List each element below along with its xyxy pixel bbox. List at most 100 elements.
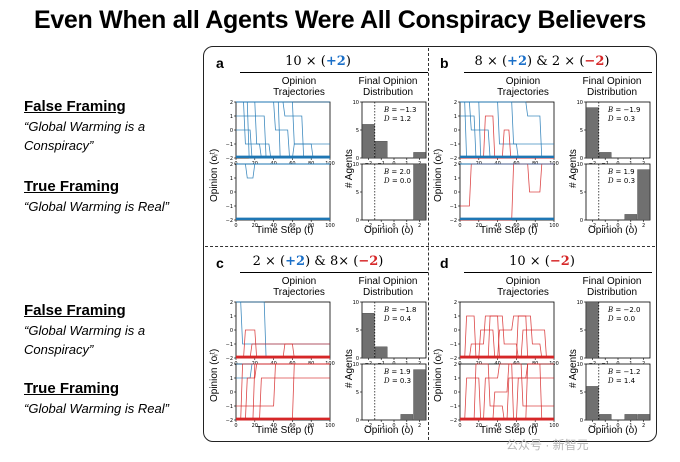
x-tick-label: 20: [252, 423, 258, 429]
y-tick-label: 0: [454, 128, 457, 134]
panel-title: 8 × (+2) & 2 × (−2): [430, 54, 654, 69]
histogram-bar: [374, 346, 388, 359]
hist-y-tick-label: 5: [356, 328, 359, 334]
hist-y-tick-label: 10: [577, 300, 583, 306]
hist-x-tick-label: 0: [616, 423, 619, 429]
x-tick-label: 100: [325, 223, 335, 229]
y-tick-label: 0: [230, 128, 233, 134]
histogram-x-axis-label: Opinion (o): [588, 425, 638, 436]
y-tick-label: 1: [230, 114, 233, 120]
panel-title-part: ): [569, 254, 575, 269]
hist-x-tick-label: 1: [405, 223, 408, 229]
hist-x-tick-label: −1: [602, 423, 609, 429]
y-tick-label: 0: [454, 390, 457, 396]
x-tick-label: 40: [270, 223, 276, 229]
figure-frame: [203, 46, 657, 442]
hist-y-tick-label: 10: [577, 162, 583, 168]
hist-x-tick-label: 1: [629, 223, 632, 229]
y-tick-label: 2: [454, 100, 457, 106]
histogram-x-axis-label: Opinion (o): [588, 225, 638, 236]
hist-y-tick-label: 5: [580, 128, 583, 134]
hist-x-tick-label: 2: [418, 423, 421, 429]
framing-heading: True Framing: [24, 178, 120, 195]
y-tick-label: 1: [454, 314, 457, 320]
hist-x-tick-label: −2: [365, 223, 372, 229]
y-tick-label: 1: [454, 114, 457, 120]
trajectory-x-axis-label: Time Step (t): [480, 425, 538, 436]
opinion-trajectory: [460, 101, 554, 145]
x-tick-label: 80: [308, 223, 314, 229]
hist-y-tick-label: 0: [580, 156, 583, 162]
y-tick-label: −2: [450, 356, 457, 362]
distribution-label: Final Opinion Distribution: [582, 76, 642, 98]
histogram-bar: [637, 169, 650, 221]
histogram-bar: [586, 107, 599, 159]
y-tick-label: 2: [230, 100, 233, 106]
framing-heading: True Framing: [24, 380, 120, 397]
x-tick-label: 60: [513, 223, 519, 229]
panel-title-rule: [240, 272, 428, 273]
hist-y-tick-label: 5: [580, 390, 583, 396]
hist-y-tick-label: 0: [580, 356, 583, 362]
hist-x-tick-label: 1: [629, 423, 632, 429]
trajectories-label: Opinion Trajectories: [273, 76, 325, 98]
histogram-true-framing: 0 5 10 −2 −1 0 1 2 B = 1.9D = 0.3: [353, 362, 427, 429]
y-tick-label: −1: [226, 342, 233, 348]
y-tick-label: −2: [226, 156, 233, 162]
y-tick-label: −1: [226, 204, 233, 210]
stat-B: B = −1.8: [383, 306, 416, 314]
panel-d: d 10 × (−2) Opinion Trajectories Final Opin…: [430, 250, 654, 444]
histogram-bar: [400, 414, 414, 421]
page-title: Even When all Agents Were All Conspiracy…: [33, 6, 647, 34]
histogram-true-framing: 0 5 10 −2 −1 0 1 2 B = 1.9D = 0.3: [577, 162, 651, 229]
distribution-label: Final Opinion Distribution: [358, 76, 418, 98]
hist-x-tick-label: 0: [392, 423, 395, 429]
y-tick-label: −1: [450, 342, 457, 348]
framing-heading: False Framing: [24, 98, 126, 115]
histogram-bar: [586, 386, 599, 421]
panel-title-rule: [464, 272, 652, 273]
y-tick-label: −1: [226, 404, 233, 410]
x-tick-label: 0: [458, 423, 461, 429]
framing-label-3: False Framing “Global Warming is a Consp…: [24, 302, 199, 359]
y-tick-label: −1: [226, 142, 233, 148]
framing-label-4: True Framing “Global Warming is Real”: [24, 380, 204, 418]
panel-title-part: −2: [358, 254, 379, 269]
panel-title-part: ) & 2 × (: [527, 54, 585, 69]
panel-title-part: 8 × (: [474, 54, 508, 69]
opinion-trajectory: [460, 363, 554, 421]
framing-quote: “Global Warming is a Conspiracy”: [24, 323, 146, 357]
framing-quote: “Global Warming is Real”: [24, 401, 169, 416]
panel-letter: d: [440, 255, 449, 271]
histogram-bar: [413, 152, 426, 159]
histogram-bar: [413, 163, 426, 221]
histogram-bar: [624, 414, 638, 421]
y-tick-label: −1: [450, 404, 457, 410]
opinion-trajectory: [460, 163, 554, 221]
hist-x-tick-label: −1: [602, 223, 609, 229]
hist-x-tick-label: −1: [378, 423, 385, 429]
y-tick-label: 1: [230, 314, 233, 320]
x-tick-label: 20: [252, 223, 258, 229]
trajectories-label: Opinion Trajectories: [273, 276, 325, 298]
y-tick-label: −2: [226, 218, 233, 224]
y-tick-label: 1: [454, 376, 457, 382]
opinion-trajectory: [460, 363, 554, 421]
framing-quote: “Global Warming is a Conspiracy”: [24, 119, 146, 153]
x-tick-label: 20: [476, 223, 482, 229]
hist-y-tick-label: 0: [356, 156, 359, 162]
x-tick-label: 0: [458, 223, 461, 229]
hist-y-tick-label: 5: [356, 190, 359, 196]
histogram-x-axis-label: Opinion (o): [364, 425, 414, 436]
horizontal-divider: [205, 246, 655, 247]
stat-D: D = 0.3: [607, 115, 635, 123]
stat-D: D = 1.2: [383, 115, 411, 123]
histogram-bar: [362, 313, 375, 359]
